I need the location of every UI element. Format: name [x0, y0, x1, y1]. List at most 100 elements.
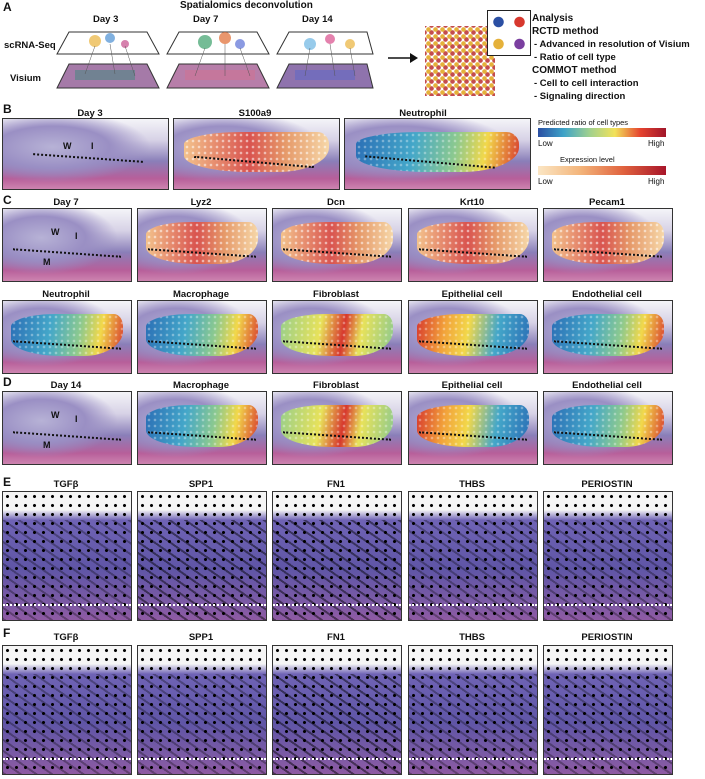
expr-colorbar — [538, 166, 666, 175]
c-epithelial-map — [408, 300, 538, 374]
panel-label-d: D — [3, 375, 12, 389]
boundary-line — [409, 604, 537, 606]
d-macrophage-map — [137, 391, 267, 465]
b-title-s100a9: S100a9 — [238, 108, 272, 119]
panel-label-a: A — [3, 0, 12, 14]
commot-item-2: - Signaling direction — [534, 91, 626, 102]
day14-label: Day 14 — [302, 14, 333, 25]
panel-label-b: B — [3, 102, 12, 116]
mark-i: I — [91, 141, 94, 151]
panel-title: THBS — [459, 632, 485, 643]
boundary-line — [544, 758, 672, 760]
b-s100a9-map — [173, 118, 340, 190]
panel-label-f: F — [3, 626, 11, 640]
d-he-day14: W I M — [2, 391, 132, 465]
signaling-vectors — [138, 674, 266, 774]
spot-map — [416, 221, 530, 264]
c-lyz2-map — [137, 208, 267, 282]
visium-spot-grid — [425, 26, 495, 96]
spot-map — [551, 221, 665, 264]
c-he-day7: W I M — [2, 208, 132, 282]
panel-a-title: Spatialomics deconvolution — [180, 0, 313, 11]
spot-map — [416, 313, 530, 356]
deconvolution-diagram — [56, 31, 374, 89]
panel-title: Krt10 — [459, 197, 485, 208]
panel-title: TGFβ — [53, 632, 79, 643]
boundary-line — [138, 604, 266, 606]
e-tgfb-vectors — [2, 491, 132, 621]
panel-title: THBS — [459, 479, 485, 490]
legend-expr-high: High — [648, 177, 665, 186]
panel-title: Macrophage — [173, 380, 229, 391]
zoom-callout — [487, 10, 531, 56]
e-fn1-vectors — [272, 491, 402, 621]
signaling-vectors — [3, 674, 131, 774]
boundary-line — [273, 758, 401, 760]
spot-map — [551, 313, 665, 356]
b-title-neutrophil: Neutrophil — [399, 108, 447, 119]
panel-title: Lyz2 — [190, 197, 212, 208]
panel-title: FN1 — [327, 479, 345, 490]
f-tgfb-vectors — [2, 645, 132, 775]
legend-expr-low: Low — [538, 177, 553, 186]
mark-w: W — [51, 227, 60, 237]
panel-title: Day 14 — [50, 380, 82, 391]
b-he-day3: W I — [2, 118, 169, 190]
panel-title: FN1 — [327, 632, 345, 643]
e-thbs-vectors — [408, 491, 538, 621]
panel-title: Fibroblast — [313, 289, 359, 300]
panel-title: Endothelial cell — [572, 289, 642, 300]
panel-title: Pecam1 — [589, 197, 625, 208]
panel-title: Neutrophil — [42, 289, 90, 300]
signaling-vectors — [138, 520, 266, 620]
mark-i: I — [75, 231, 78, 241]
boundary-line — [3, 604, 131, 606]
mark-m: M — [43, 440, 51, 450]
d-fibroblast-map — [272, 391, 402, 465]
panel-label-c: C — [3, 193, 12, 207]
visium-planes — [56, 63, 374, 89]
celltype-colorbar — [538, 128, 666, 137]
panel-title: Endothelial cell — [572, 380, 642, 391]
boundary-line — [13, 248, 121, 258]
mark-w: W — [51, 410, 60, 420]
panel-title: SPP1 — [188, 479, 214, 490]
signaling-vectors — [273, 674, 401, 774]
panel-title: PERIOSTIN — [581, 632, 633, 643]
commot-item-1: - Cell to cell interaction — [534, 78, 639, 89]
signaling-vectors — [544, 520, 672, 620]
f-fn1-vectors — [272, 645, 402, 775]
e-periostin-vectors — [543, 491, 673, 621]
rctd-item-1: - Advanced in resolution of Visium — [534, 39, 690, 50]
panel-title: Epithelial cell — [441, 380, 503, 391]
legend-expr-title: Expression level — [560, 155, 615, 164]
boundary-line — [273, 604, 401, 606]
panel-label-e: E — [3, 475, 12, 489]
c-pecam1-map — [543, 208, 673, 282]
d-endothelial-map — [543, 391, 673, 465]
panel-title: PERIOSTIN — [581, 479, 633, 490]
rctd-method: RCTD method — [532, 26, 599, 37]
panel-title: TGFβ — [53, 479, 79, 490]
boundary-line — [3, 758, 131, 760]
legend-celltype-title: Predicted ratio of cell types — [538, 118, 629, 127]
panel-title: Dcn — [327, 197, 345, 208]
b-title-day3: Day 3 — [77, 108, 103, 119]
spot-map — [145, 313, 259, 356]
e-spp1-vectors — [137, 491, 267, 621]
flow-arrow-icon — [388, 53, 418, 63]
commot-method: COMMOT method — [532, 65, 617, 76]
signaling-vectors — [273, 520, 401, 620]
c-endothelial-map — [543, 300, 673, 374]
c-neutrophil-map — [2, 300, 132, 374]
mark-w: W — [63, 141, 72, 151]
analysis-heading: Analysis — [532, 13, 574, 24]
d-epithelial-map — [408, 391, 538, 465]
signaling-vectors — [544, 674, 672, 774]
boundary-line — [138, 758, 266, 760]
spot-map — [416, 404, 530, 447]
boundary-line — [544, 604, 672, 606]
spot-map — [145, 221, 259, 264]
signaling-vectors — [409, 520, 537, 620]
boundary-line — [13, 431, 121, 441]
